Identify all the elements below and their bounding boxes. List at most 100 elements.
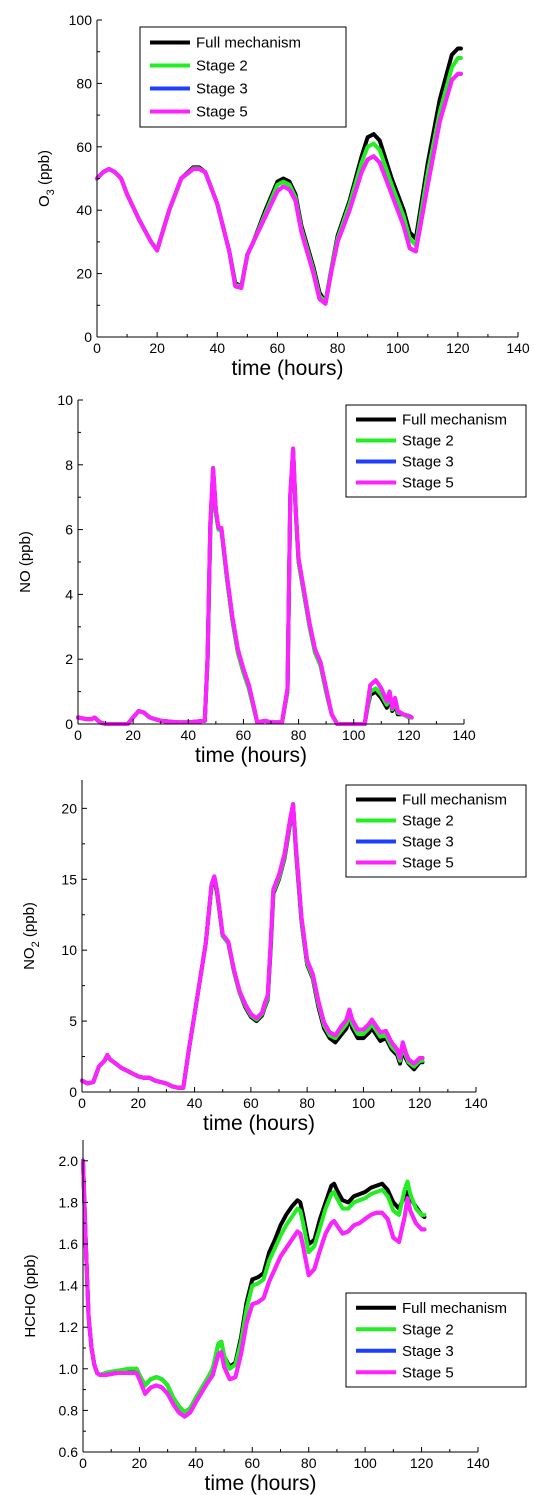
y-tick-label: 2.0	[59, 1153, 79, 1169]
y-tick-label: 10	[61, 942, 77, 958]
plot-area	[95, 46, 463, 306]
legend-label: Full mechanism	[196, 35, 301, 52]
x-tick-label: 120	[446, 340, 470, 356]
y-axis-label: NO2 (ppb)	[21, 902, 42, 970]
x-tick-label: 60	[244, 1455, 260, 1471]
x-tick-label: 120	[397, 727, 421, 743]
x-tick-label: 100	[386, 340, 410, 356]
y-tick-label: 10	[57, 392, 73, 408]
y-tick-label: 20	[61, 800, 77, 816]
y-tick-label: 80	[76, 75, 92, 91]
y-axis-label: HCHO (ppb)	[22, 1254, 39, 1337]
y-tick-label: 1.4	[59, 1278, 79, 1294]
y-axis-label-unit: (ppb)	[21, 902, 38, 941]
y-axis-label-unit: (ppb)	[36, 150, 53, 189]
chart-4: 0 20 40 60 80 100 120 140 0.6 0.8 1.0 1.2 1.4 1.6 1.8 2…	[22, 1140, 527, 1495]
x-tick-label: 40	[209, 340, 225, 356]
legend: Full mechanism Stage 2 Stage 3 Stage 5	[139, 26, 347, 128]
chart-1: 0 20 40 60 80 100 120 140 0 20 40 60 80 100 time (hour…	[36, 12, 530, 380]
legend-label: Full mechanism	[402, 1300, 507, 1317]
y-tick-label: 0	[65, 716, 73, 732]
x-tick-label: 40	[180, 727, 196, 743]
y-tick-label: 40	[76, 202, 92, 218]
x-tick-label: 20	[125, 727, 141, 743]
series-line-4	[80, 802, 425, 1090]
x-tick-label: 20	[132, 1455, 148, 1471]
y-tick-label: 8	[65, 457, 73, 473]
plot-area	[76, 446, 414, 726]
x-tick-label: 60	[270, 340, 286, 356]
x-tick-label: 120	[410, 1455, 434, 1471]
series-line-4	[76, 446, 414, 726]
x-tick-label: 100	[352, 1095, 376, 1111]
y-tick-label: 60	[76, 139, 92, 155]
y-tick-label: 1.0	[59, 1361, 79, 1377]
legend: Full mechanism Stage 2 Stage 3 Stage 5	[345, 1292, 527, 1388]
y-tick-label: 20	[76, 266, 92, 282]
y-tick-label: 0	[69, 1084, 77, 1100]
y-tick-label: 6	[65, 522, 73, 538]
legend-label: Stage 3	[196, 81, 248, 98]
x-axis-label: time (hours)	[231, 357, 343, 380]
legend-label: Stage 5	[402, 1364, 454, 1381]
y-axis-label-subscript: 2	[30, 941, 42, 947]
y-tick-label: 2	[65, 651, 73, 667]
x-tick-label: 80	[291, 727, 307, 743]
y-tick-label: 0	[84, 329, 92, 345]
legend-label: Stage 2	[196, 58, 248, 75]
legend-label: Stage 3	[402, 1343, 454, 1360]
y-tick-label: 5	[69, 1013, 77, 1029]
x-tick-label: 100	[342, 727, 366, 743]
x-tick-label: 140	[466, 1455, 490, 1471]
chart-3: 0 20 40 60 80 100 120 140 0 5 10 15 20 time (hours) NO…	[21, 780, 527, 1135]
plot-area	[81, 1158, 427, 1419]
y-axis-label: O3 (ppb)	[36, 150, 57, 207]
legend-label: Stage 2	[402, 813, 454, 830]
x-tick-label: 20	[149, 340, 165, 356]
x-tick-label: 40	[188, 1455, 204, 1471]
legend-label: Full mechanism	[402, 792, 507, 809]
legend-label: Stage 2	[402, 1321, 454, 1338]
legend-label: Stage 5	[196, 104, 248, 121]
legend-label: Stage 3	[402, 454, 454, 471]
y-axis-label-subscript: 3	[45, 189, 57, 195]
x-tick-label: 40	[187, 1095, 203, 1111]
series-line-4	[81, 1158, 427, 1419]
x-tick-label: 80	[299, 1095, 315, 1111]
y-tick-label: 1.2	[59, 1319, 79, 1335]
x-tick-label: 80	[330, 340, 346, 356]
chart-2: 0 20 40 60 80 100 120 140 0 2 4 6 8 10 time (hours) NO …	[17, 392, 527, 767]
y-tick-label: 4	[65, 586, 73, 602]
x-tick-label: 140	[452, 727, 476, 743]
series-line-4	[95, 71, 463, 306]
y-tick-label: 15	[61, 871, 77, 887]
x-tick-label: 140	[464, 1095, 488, 1111]
legend-label: Full mechanism	[402, 412, 507, 429]
x-tick-label: 20	[130, 1095, 146, 1111]
x-axis-label: time (hours)	[195, 744, 307, 767]
x-tick-label: 120	[408, 1095, 432, 1111]
x-tick-label: 0	[79, 1455, 87, 1471]
y-tick-label: 0.8	[59, 1402, 79, 1418]
legend-label: Stage 2	[402, 433, 454, 450]
legend: Full mechanism Stage 2 Stage 3 Stage 5	[345, 404, 527, 498]
legend: Full mechanism Stage 2 Stage 3 Stage 5	[345, 784, 527, 878]
x-axis-label: time (hours)	[203, 1112, 315, 1135]
x-axis-label: time (hours)	[204, 1472, 316, 1495]
legend-label: Stage 5	[402, 855, 454, 872]
y-tick-label: 0.6	[59, 1444, 79, 1460]
x-tick-label: 100	[353, 1455, 377, 1471]
y-axis-label: NO (ppb)	[17, 531, 34, 593]
y-tick-label: 100	[69, 12, 93, 28]
y-tick-label: 1.6	[59, 1236, 79, 1252]
plot-area	[80, 802, 425, 1090]
x-tick-label: 60	[236, 727, 252, 743]
y-tick-label: 1.8	[59, 1194, 79, 1210]
x-tick-label: 0	[74, 727, 82, 743]
legend-label: Stage 3	[402, 834, 454, 851]
legend-label: Stage 5	[402, 475, 454, 492]
x-tick-label: 140	[506, 340, 530, 356]
y-axis-label-main: NO	[21, 947, 38, 970]
x-tick-label: 60	[243, 1095, 259, 1111]
